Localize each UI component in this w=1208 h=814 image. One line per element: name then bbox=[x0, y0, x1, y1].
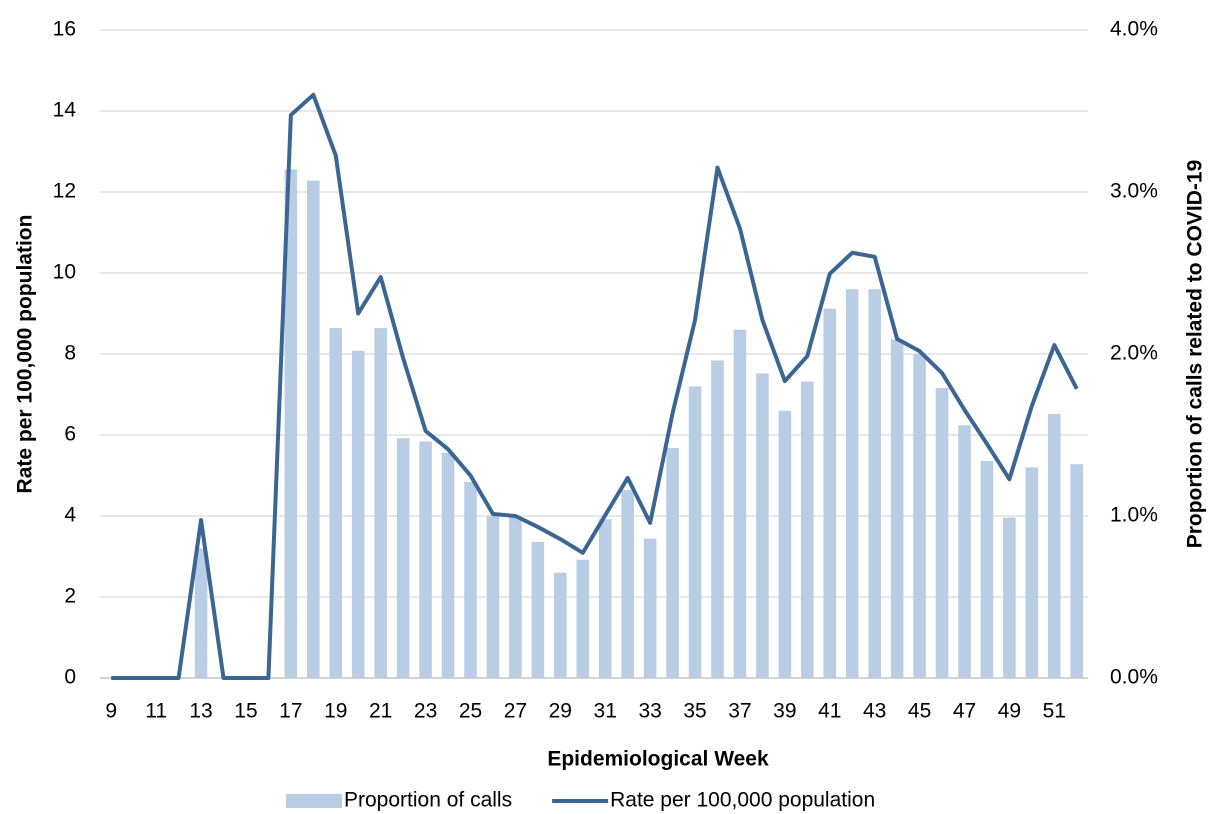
y-tick-label: 12 bbox=[53, 180, 76, 203]
bar bbox=[1025, 467, 1039, 678]
bar bbox=[554, 572, 567, 678]
bar bbox=[576, 559, 590, 678]
bar bbox=[666, 447, 679, 678]
x-tick-label: 29 bbox=[549, 700, 572, 723]
bar bbox=[307, 180, 320, 678]
bar bbox=[890, 339, 904, 678]
bar bbox=[913, 354, 926, 678]
bar bbox=[396, 438, 410, 678]
bar bbox=[374, 328, 387, 678]
bar bbox=[845, 289, 859, 678]
x-tick-label: 17 bbox=[279, 700, 302, 723]
bar bbox=[509, 517, 522, 678]
x-tick-label: 11 bbox=[145, 700, 167, 723]
y2-tick-label: 3.0% bbox=[1110, 180, 1158, 203]
bar bbox=[688, 386, 702, 678]
x-tick-label: 39 bbox=[773, 700, 796, 723]
bar bbox=[980, 460, 994, 678]
y2-axis-title: Proportion of calls related to COVID-19 bbox=[1184, 160, 1207, 549]
bar bbox=[329, 328, 343, 678]
y2-tick-label: 1.0% bbox=[1110, 504, 1158, 527]
bar bbox=[598, 519, 612, 678]
y-tick-label: 6 bbox=[64, 423, 76, 446]
y-tick-label: 14 bbox=[53, 99, 77, 122]
x-tick-label: 21 bbox=[369, 700, 392, 723]
y2-tick-label: 0.0% bbox=[1110, 666, 1158, 689]
y2-tick-label: 4.0% bbox=[1110, 18, 1158, 41]
bar bbox=[531, 541, 545, 678]
y-tick-label: 10 bbox=[53, 261, 76, 284]
y-tick-label: 16 bbox=[53, 18, 76, 41]
y-tick-label: 0 bbox=[64, 666, 76, 689]
bar bbox=[868, 289, 881, 678]
x-tick-label: 35 bbox=[683, 700, 706, 723]
bar bbox=[351, 350, 365, 678]
x-tick-label: 33 bbox=[638, 700, 661, 723]
bar bbox=[733, 329, 747, 678]
x-axis-title: Epidemiological Week bbox=[547, 748, 769, 771]
bar bbox=[778, 410, 792, 678]
bar bbox=[486, 516, 500, 678]
y-tick-label: 8 bbox=[64, 342, 76, 365]
x-tick-label: 37 bbox=[728, 700, 751, 723]
bar bbox=[1048, 413, 1061, 678]
legend-swatch bbox=[286, 794, 342, 808]
x-tick-label: 13 bbox=[189, 700, 212, 723]
x-tick-label: 43 bbox=[863, 700, 886, 723]
line bbox=[111, 92, 1079, 680]
bar bbox=[419, 441, 432, 678]
bar bbox=[441, 452, 455, 678]
bar bbox=[621, 490, 634, 678]
y2-tick-label: 2.0% bbox=[1110, 342, 1158, 365]
bar bbox=[194, 548, 208, 678]
x-tick-label: 15 bbox=[234, 700, 257, 723]
x-tick-label: 9 bbox=[105, 700, 117, 723]
x-tick-label: 45 bbox=[908, 700, 931, 723]
legend-label: Proportion of calls bbox=[344, 789, 512, 812]
x-tick-label: 49 bbox=[998, 700, 1021, 723]
x-tick-label: 41 bbox=[818, 700, 841, 723]
x-tick-label: 23 bbox=[414, 700, 437, 723]
bar bbox=[823, 308, 837, 678]
x-tick-label: 31 bbox=[594, 700, 617, 723]
bar bbox=[756, 373, 769, 678]
bar bbox=[711, 360, 724, 678]
y-axis-title: Rate per 100,000 population bbox=[14, 215, 37, 494]
bar bbox=[935, 388, 949, 678]
x-tick-label: 25 bbox=[459, 700, 482, 723]
legend-label: Rate per 100,000 population bbox=[610, 789, 875, 812]
bar bbox=[1070, 464, 1084, 678]
bar bbox=[643, 538, 657, 678]
x-tick-label: 47 bbox=[953, 700, 976, 723]
x-tick-label: 51 bbox=[1043, 700, 1066, 723]
y-tick-label: 2 bbox=[64, 585, 76, 608]
x-tick-label: 27 bbox=[504, 700, 527, 723]
bar bbox=[1003, 517, 1016, 678]
y-tick-label: 4 bbox=[64, 504, 76, 527]
x-tick-label: 19 bbox=[324, 700, 347, 723]
bar bbox=[284, 169, 298, 678]
bar bbox=[958, 425, 971, 678]
bar bbox=[801, 381, 814, 678]
bar bbox=[464, 481, 477, 678]
